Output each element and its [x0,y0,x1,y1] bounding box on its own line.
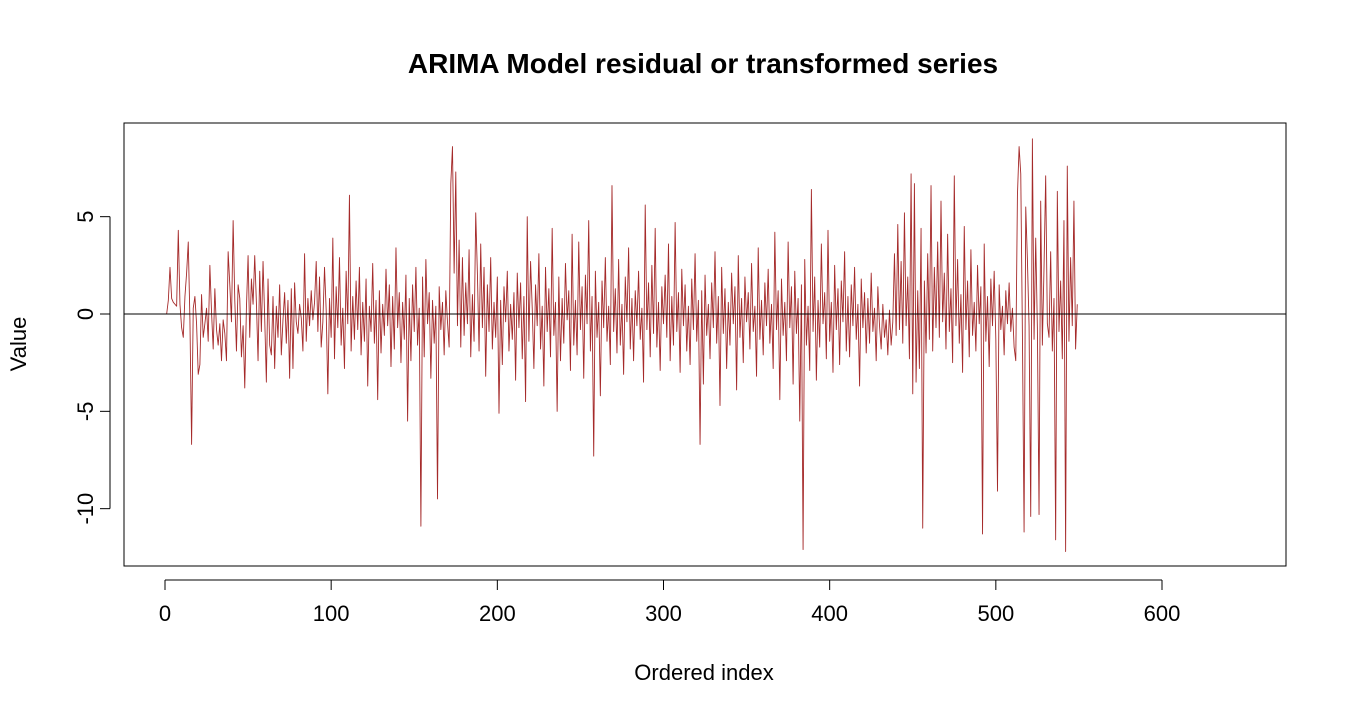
x-tick-label: 300 [645,601,682,626]
y-axis-label: Value [6,317,31,372]
x-axis-label: Ordered index [634,660,773,685]
plot-frame [123,122,1287,567]
x-tick-label: 500 [977,601,1014,626]
y-tick-label: 5 [73,211,98,223]
x-tick-label: 400 [811,601,848,626]
chart-title: ARIMA Model residual or transformed seri… [408,48,998,79]
x-tick-label: 200 [479,601,516,626]
series-layer [166,138,1078,552]
x-axis: 0 100 200 300 400 500 600 [159,579,1181,626]
x-tick-label: 600 [1144,601,1181,626]
y-tick-label: -10 [73,493,98,525]
y-axis: 5 0 -5 -10 [73,211,111,525]
x-tick-label: 100 [313,601,350,626]
y-tick-label: -5 [73,402,98,422]
x-tick-label: 0 [159,601,171,626]
series-line-1 [166,138,1078,552]
y-tick-label: 0 [73,308,98,320]
